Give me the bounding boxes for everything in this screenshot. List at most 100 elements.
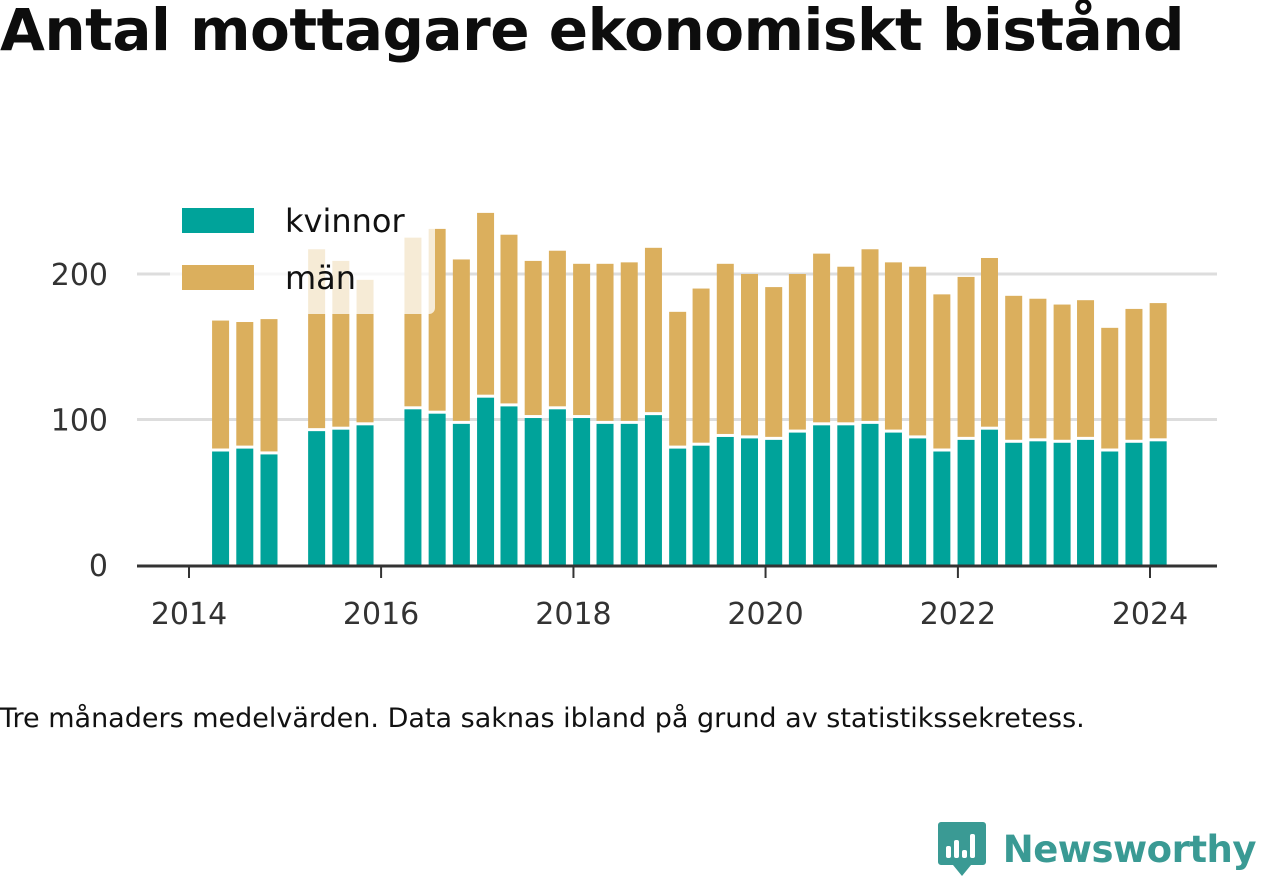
bar-man [212,320,230,449]
bar-kvinnor [1005,442,1023,565]
bar-stack [500,234,518,565]
bar-man [1125,308,1143,440]
x-tick-label: 2024 [1112,597,1188,632]
bar-man [669,311,687,446]
bar-man [644,247,662,413]
bar-man [596,263,614,421]
bar-stack [212,320,230,565]
bar-stack [620,262,638,565]
bar-kvinnor [356,425,374,565]
bar-man [573,263,591,416]
bar-stack [716,263,734,565]
bar-kvinnor [620,423,638,565]
bar-man [740,274,758,436]
bar-kvinnor [236,448,254,565]
bar-kvinnor [740,438,758,565]
bar-stack [813,253,831,565]
bar-stack [1125,308,1143,565]
bar-kvinnor [1125,442,1143,565]
bar-stack [692,288,710,565]
bar-stack [1101,327,1119,565]
bar-man [477,212,495,395]
bar-stack [477,212,495,565]
brand-logo[interactable]: Newsworthy [937,820,1257,878]
bar-man [980,257,998,427]
bar-kvinnor [260,454,278,565]
x-tick-label: 2020 [727,597,803,632]
bar-kvinnor [861,423,879,565]
bar-stack [669,311,687,565]
bar-kvinnor [1053,442,1071,565]
bar-man [500,234,518,404]
bar-man [356,279,374,423]
legend-swatch [182,265,254,290]
bar-kvinnor [837,425,855,565]
bar-man [765,287,783,437]
bar-man [548,250,566,407]
x-tick-label: 2014 [151,597,227,632]
bar-stack [837,266,855,565]
bar-kvinnor [909,438,927,565]
bar-man [813,253,831,423]
bar-man [716,263,734,434]
chart-title: Antal mottagare ekonomiskt bistånd [0,0,1185,64]
axes: 0 100 200 2014 2016 2018 2020 2022 2024 [51,258,1217,632]
bar-man [788,274,806,430]
bar-stack [980,257,998,565]
legend-swatch [182,208,254,233]
y-tick-label: 100 [51,404,108,439]
bar-man [837,266,855,423]
bar-kvinnor [212,451,230,565]
bar-kvinnor [573,418,591,565]
bar-stack [884,262,902,565]
bar-kvinnor [765,439,783,565]
bar-kvinnor [980,429,998,565]
bar-stack [740,274,758,565]
bar-kvinnor [788,432,806,565]
bar-kvinnor [692,445,710,565]
bar-stack [573,263,591,565]
bar-kvinnor [1101,451,1119,565]
bar-man [1149,303,1167,439]
bar-man [909,266,927,436]
bar-kvinnor [548,409,566,565]
bar-man [236,322,254,446]
bar-stack [260,319,278,565]
bar-stack [1005,295,1023,565]
bar-stack [596,263,614,565]
bar-kvinnor [1029,441,1047,565]
bar-man [452,259,470,421]
footnote: Tre månaders medelvärden. Data saknas ib… [0,703,1085,734]
bar-stack [236,322,254,565]
legend-item: män [182,259,356,297]
bar-stack [1029,298,1047,565]
bar-man [1005,295,1023,440]
bar-man [1101,327,1119,449]
bar-stack [524,260,542,565]
bar-man [1029,298,1047,439]
bar-stack [548,250,566,565]
bar-kvinnor [596,423,614,565]
y-tick-label: 0 [89,549,108,584]
bar-stack [933,294,951,565]
bar-stack [909,266,927,565]
newsworthy-chart-logo-icon [937,822,986,876]
legend-label: män [285,259,356,297]
bar-kvinnor [332,429,350,565]
bar-kvinnor [524,418,542,565]
bar-kvinnor [404,409,422,565]
bar-kvinnor [1149,441,1167,565]
bar-stack [765,287,783,565]
legend-item: kvinnor [182,202,406,240]
bar-man [957,276,975,437]
bar-kvinnor [813,425,831,565]
bars [212,212,1167,565]
bar-kvinnor [477,397,495,565]
legend-label: kvinnor [285,202,406,240]
bar-kvinnor [1077,439,1095,565]
bar-kvinnor [933,451,951,565]
bar-stack [356,279,374,565]
bar-kvinnor [428,413,446,565]
x-tick-label: 2022 [920,597,996,632]
bar-kvinnor [884,432,902,565]
